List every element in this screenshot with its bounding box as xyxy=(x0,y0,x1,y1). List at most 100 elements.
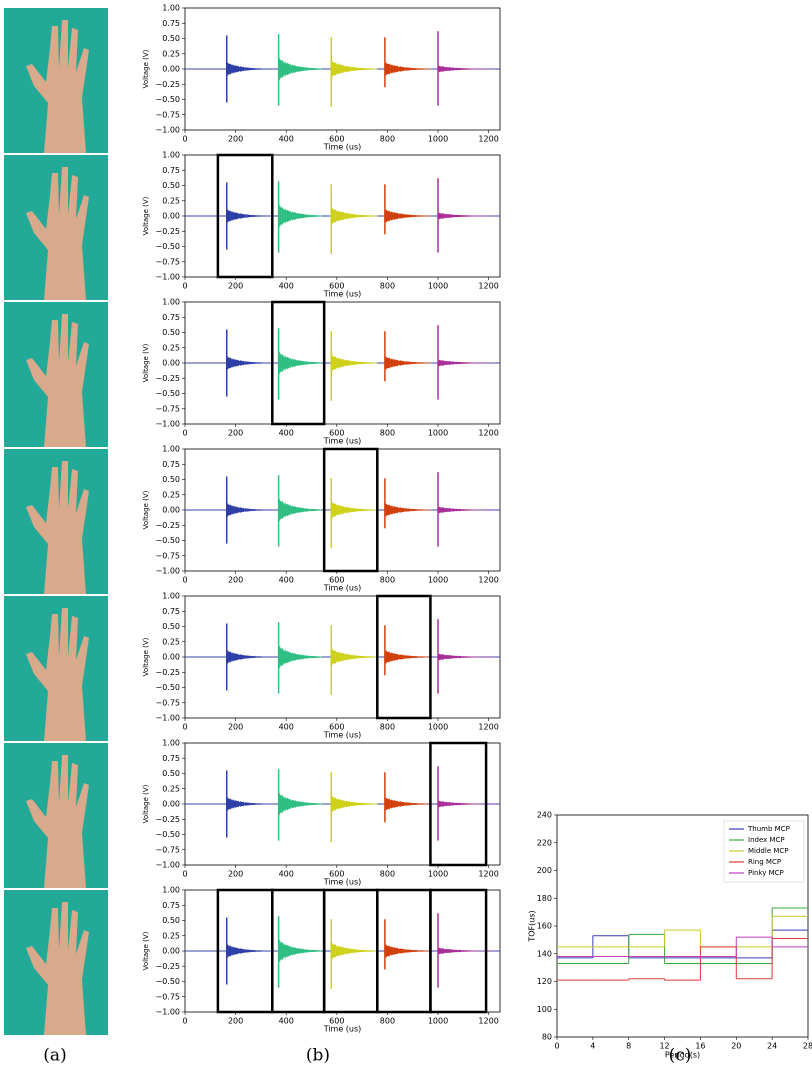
y-tick-label: −1.00 xyxy=(155,567,180,576)
x-tick-label: 200 xyxy=(228,282,243,291)
x-tick-label: 1000 xyxy=(428,282,448,291)
x-tick-label: 800 xyxy=(380,1017,395,1026)
x-tick-label: 24 xyxy=(767,1042,777,1051)
y-tick-label: 0.50 xyxy=(162,34,180,43)
y-tick-label: 0.25 xyxy=(162,931,180,940)
legend-label: Pinky MCP xyxy=(748,869,784,877)
x-tick-label: 1200 xyxy=(478,1017,498,1026)
x-tick-label: 800 xyxy=(380,723,395,732)
y-tick-label: 1.00 xyxy=(162,4,180,13)
y-tick-label: 0.75 xyxy=(162,460,180,469)
x-tick-label: 200 xyxy=(228,135,243,144)
x-tick-label: 1200 xyxy=(478,282,498,291)
legend-label: Middle MCP xyxy=(748,847,789,855)
hand-photo xyxy=(4,449,108,594)
x-tick-label: 8 xyxy=(626,1042,631,1051)
y-tick-label: 0.00 xyxy=(162,947,180,956)
x-tick-label: 1000 xyxy=(428,576,448,585)
x-tick-label: 200 xyxy=(228,870,243,879)
y-tick-label: 140 xyxy=(537,949,552,958)
x-tick-label: 0 xyxy=(182,135,187,144)
x-tick-label: 12 xyxy=(659,1042,669,1051)
x-tick-label: 1200 xyxy=(478,870,498,879)
y-tick-label: 0.50 xyxy=(162,328,180,337)
y-tick-label: −0.25 xyxy=(155,374,180,383)
x-tick-label: 200 xyxy=(228,1017,243,1026)
x-tick-label: 4 xyxy=(590,1042,595,1051)
y-tick-label: 0.00 xyxy=(162,65,180,74)
y-tick-label: 240 xyxy=(537,811,552,820)
x-tick-label: 400 xyxy=(279,135,294,144)
y-tick-label: −1.00 xyxy=(155,126,180,135)
y-tick-label: 0.25 xyxy=(162,490,180,499)
x-tick-label: 200 xyxy=(228,429,243,438)
x-tick-label: 800 xyxy=(380,135,395,144)
x-tick-label: 400 xyxy=(279,576,294,585)
y-tick-label: 1.00 xyxy=(162,445,180,454)
x-tick-label: 28 xyxy=(803,1042,812,1051)
y-tick-label: 0.00 xyxy=(162,800,180,809)
y-tick-label: 0.25 xyxy=(162,196,180,205)
x-tick-label: 1200 xyxy=(478,576,498,585)
y-tick-label: 0.25 xyxy=(162,637,180,646)
x-tick-label: 800 xyxy=(380,429,395,438)
y-tick-label: 0.00 xyxy=(162,212,180,221)
x-tick-label: 1200 xyxy=(478,723,498,732)
x-axis-label: Time (us) xyxy=(323,290,362,299)
y-tick-label: −1.00 xyxy=(155,861,180,870)
x-tick-label: 1200 xyxy=(478,135,498,144)
y-axis-label: TOF(us) xyxy=(528,910,537,942)
y-tick-label: 0.75 xyxy=(162,901,180,910)
y-tick-label: 80 xyxy=(542,1033,552,1042)
x-tick-label: 0 xyxy=(182,723,187,732)
x-tick-label: 0 xyxy=(182,429,187,438)
figure: (a) (b) (c) 1.000.750.500.250.00−0.25−0.… xyxy=(0,0,812,1071)
hand-photo xyxy=(4,155,108,300)
y-tick-label: 0.75 xyxy=(162,754,180,763)
x-axis-label: Time (us) xyxy=(323,584,362,593)
y-tick-label: −1.00 xyxy=(155,714,180,723)
y-tick-label: 160 xyxy=(537,922,552,931)
x-tick-label: 400 xyxy=(279,723,294,732)
y-axis-label: Voltage (V) xyxy=(142,196,150,235)
x-tick-label: 1000 xyxy=(428,723,448,732)
y-tick-label: −0.75 xyxy=(155,845,180,854)
x-tick-label: 16 xyxy=(695,1042,705,1051)
y-tick-label: 0.50 xyxy=(162,475,180,484)
x-tick-label: 1200 xyxy=(478,429,498,438)
x-tick-label: 800 xyxy=(380,576,395,585)
y-tick-label: 0.50 xyxy=(162,622,180,631)
x-tick-label: 0 xyxy=(182,1017,187,1026)
hand-photo xyxy=(4,743,108,888)
x-axis-label: Time (us) xyxy=(323,1025,362,1034)
y-tick-label: −0.50 xyxy=(155,977,180,986)
y-tick-label: −0.75 xyxy=(155,404,180,413)
y-tick-label: 0.25 xyxy=(162,49,180,58)
x-tick-label: 200 xyxy=(228,576,243,585)
y-tick-label: −0.25 xyxy=(155,962,180,971)
y-tick-label: −0.75 xyxy=(155,551,180,560)
y-tick-label: −0.75 xyxy=(155,992,180,1001)
hand-photo xyxy=(4,890,108,1035)
y-tick-label: −0.50 xyxy=(155,242,180,251)
y-tick-label: −0.75 xyxy=(155,110,180,119)
y-tick-label: 0.50 xyxy=(162,769,180,778)
x-tick-label: 0 xyxy=(182,870,187,879)
y-tick-label: −0.25 xyxy=(155,80,180,89)
x-tick-label: 1000 xyxy=(428,135,448,144)
y-tick-label: 120 xyxy=(537,977,552,986)
hand-photo xyxy=(4,8,108,153)
y-tick-label: −0.50 xyxy=(155,95,180,104)
x-tick-label: 400 xyxy=(279,282,294,291)
y-tick-label: 0.75 xyxy=(162,313,180,322)
y-tick-label: 1.00 xyxy=(162,151,180,160)
x-axis-label: Time (us) xyxy=(323,437,362,446)
y-tick-label: 220 xyxy=(537,838,552,847)
panel-label: (b) xyxy=(306,1046,330,1066)
y-tick-label: −0.50 xyxy=(155,389,180,398)
x-axis-label: Time (us) xyxy=(323,731,362,740)
x-tick-label: 0 xyxy=(182,576,187,585)
y-tick-label: 0.25 xyxy=(162,343,180,352)
x-tick-label: 1000 xyxy=(428,429,448,438)
y-tick-label: 0.75 xyxy=(162,166,180,175)
